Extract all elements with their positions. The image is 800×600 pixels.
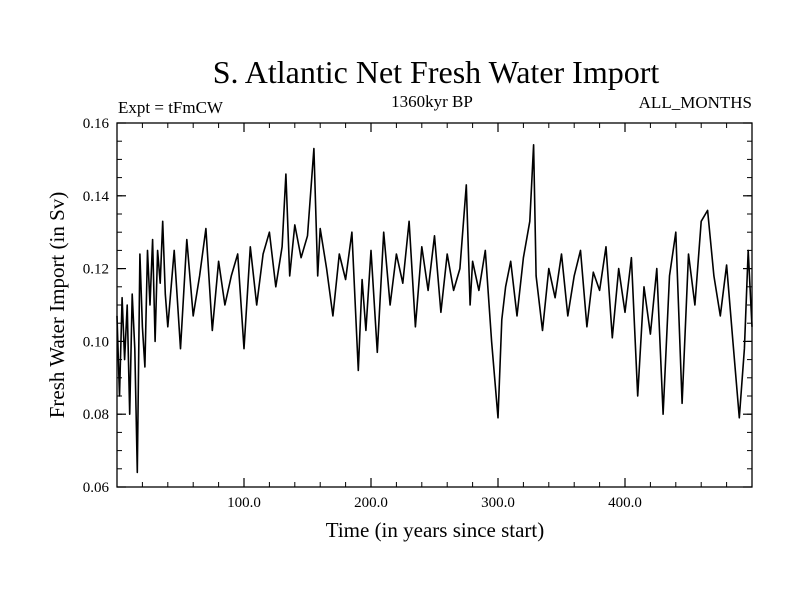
- series-line: [116, 144, 753, 474]
- plot-frame: [116, 122, 753, 488]
- x-tick-label: 100.0: [227, 495, 261, 511]
- chart-title: S. Atlantic Net Fresh Water Import: [213, 54, 660, 90]
- x-tick-label: 200.0: [354, 495, 388, 511]
- experiment-label: Expt = tFmCW: [118, 98, 224, 117]
- x-tick-label: 300.0: [481, 495, 515, 511]
- axes: [116, 122, 753, 488]
- y-tick-label: 0.06: [83, 480, 110, 496]
- y-tick-label: 0.12: [83, 262, 109, 278]
- x-tick-label: 400.0: [608, 495, 642, 511]
- y-axis-label: Fresh Water Import (in Sv): [45, 192, 69, 419]
- x-axis-label: Time (in years since start): [326, 518, 545, 542]
- y-tick-label: 0.16: [83, 116, 110, 132]
- y-tick-label: 0.08: [83, 407, 109, 423]
- y-tick-label: 0.10: [83, 334, 109, 350]
- period-label: 1360kyr BP: [391, 92, 473, 111]
- y-tick-label: 0.14: [83, 189, 110, 205]
- months-label: ALL_MONTHS: [639, 93, 752, 112]
